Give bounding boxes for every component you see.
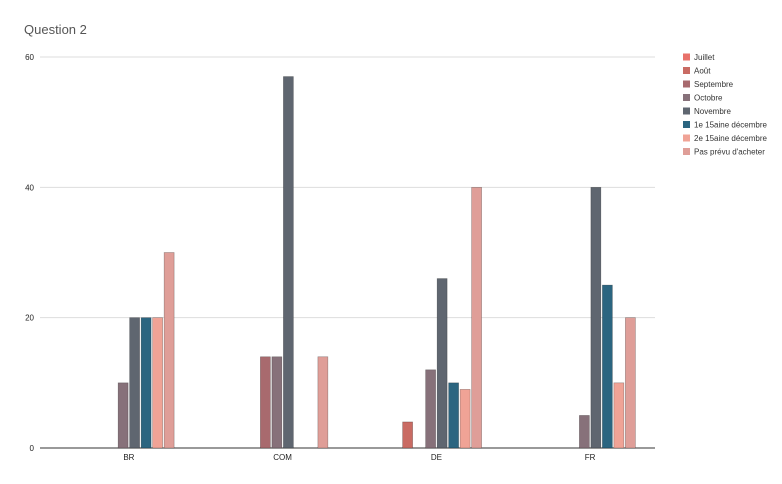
bar (317, 356, 329, 449)
bar (613, 382, 625, 449)
legend-label: 1e 15aine décembre (694, 121, 767, 130)
bar (425, 369, 436, 449)
chart-title: Question 2 (24, 22, 87, 37)
legend-swatch (683, 107, 690, 115)
y-tick-label: 0 (30, 444, 35, 453)
bar (283, 76, 294, 449)
x-axis-ticks: BR COM DE FR (123, 453, 595, 462)
y-tick-label: 60 (25, 53, 34, 62)
legend-swatch (683, 134, 690, 142)
bar (163, 252, 175, 449)
legend-label: Août (694, 67, 711, 76)
bar (140, 317, 152, 449)
bar (117, 382, 129, 449)
bar (459, 389, 471, 449)
legend-swatch (683, 53, 690, 61)
y-axis-ticks: 0 20 40 60 (25, 53, 34, 453)
bar (271, 356, 283, 449)
bar (448, 382, 459, 449)
legend-label: Octobre (694, 94, 723, 103)
legend-swatch (683, 148, 690, 155)
y-tick-label: 20 (25, 314, 34, 323)
legend-label: Novembre (694, 107, 731, 116)
legend-swatch (683, 121, 690, 128)
y-tick-label: 40 (25, 183, 34, 192)
legend-swatch (683, 80, 690, 88)
legend-swatch (683, 94, 690, 101)
bar (590, 187, 602, 449)
bar (402, 421, 413, 449)
bar (129, 317, 140, 449)
legend-label: Juillet (694, 53, 715, 62)
legend: Juillet Août Septembre Octobre Novembre 1e 15… (683, 53, 767, 157)
bar (471, 187, 482, 449)
legend-label: Septembre (694, 80, 734, 89)
x-tick-label: COM (273, 453, 292, 462)
bar (579, 415, 590, 449)
x-tick-label: BR (123, 453, 134, 462)
bar (260, 356, 271, 449)
bar (602, 284, 613, 449)
legend-label: 2e 15aine décembre (694, 134, 767, 143)
bar (152, 317, 163, 449)
legend-label: Pas prévu d'acheter (694, 148, 765, 157)
bar (436, 278, 448, 449)
x-tick-label: DE (431, 453, 442, 462)
bars (117, 76, 636, 449)
legend-swatch (683, 67, 690, 74)
x-tick-label: FR (585, 453, 596, 462)
bar (625, 317, 636, 449)
